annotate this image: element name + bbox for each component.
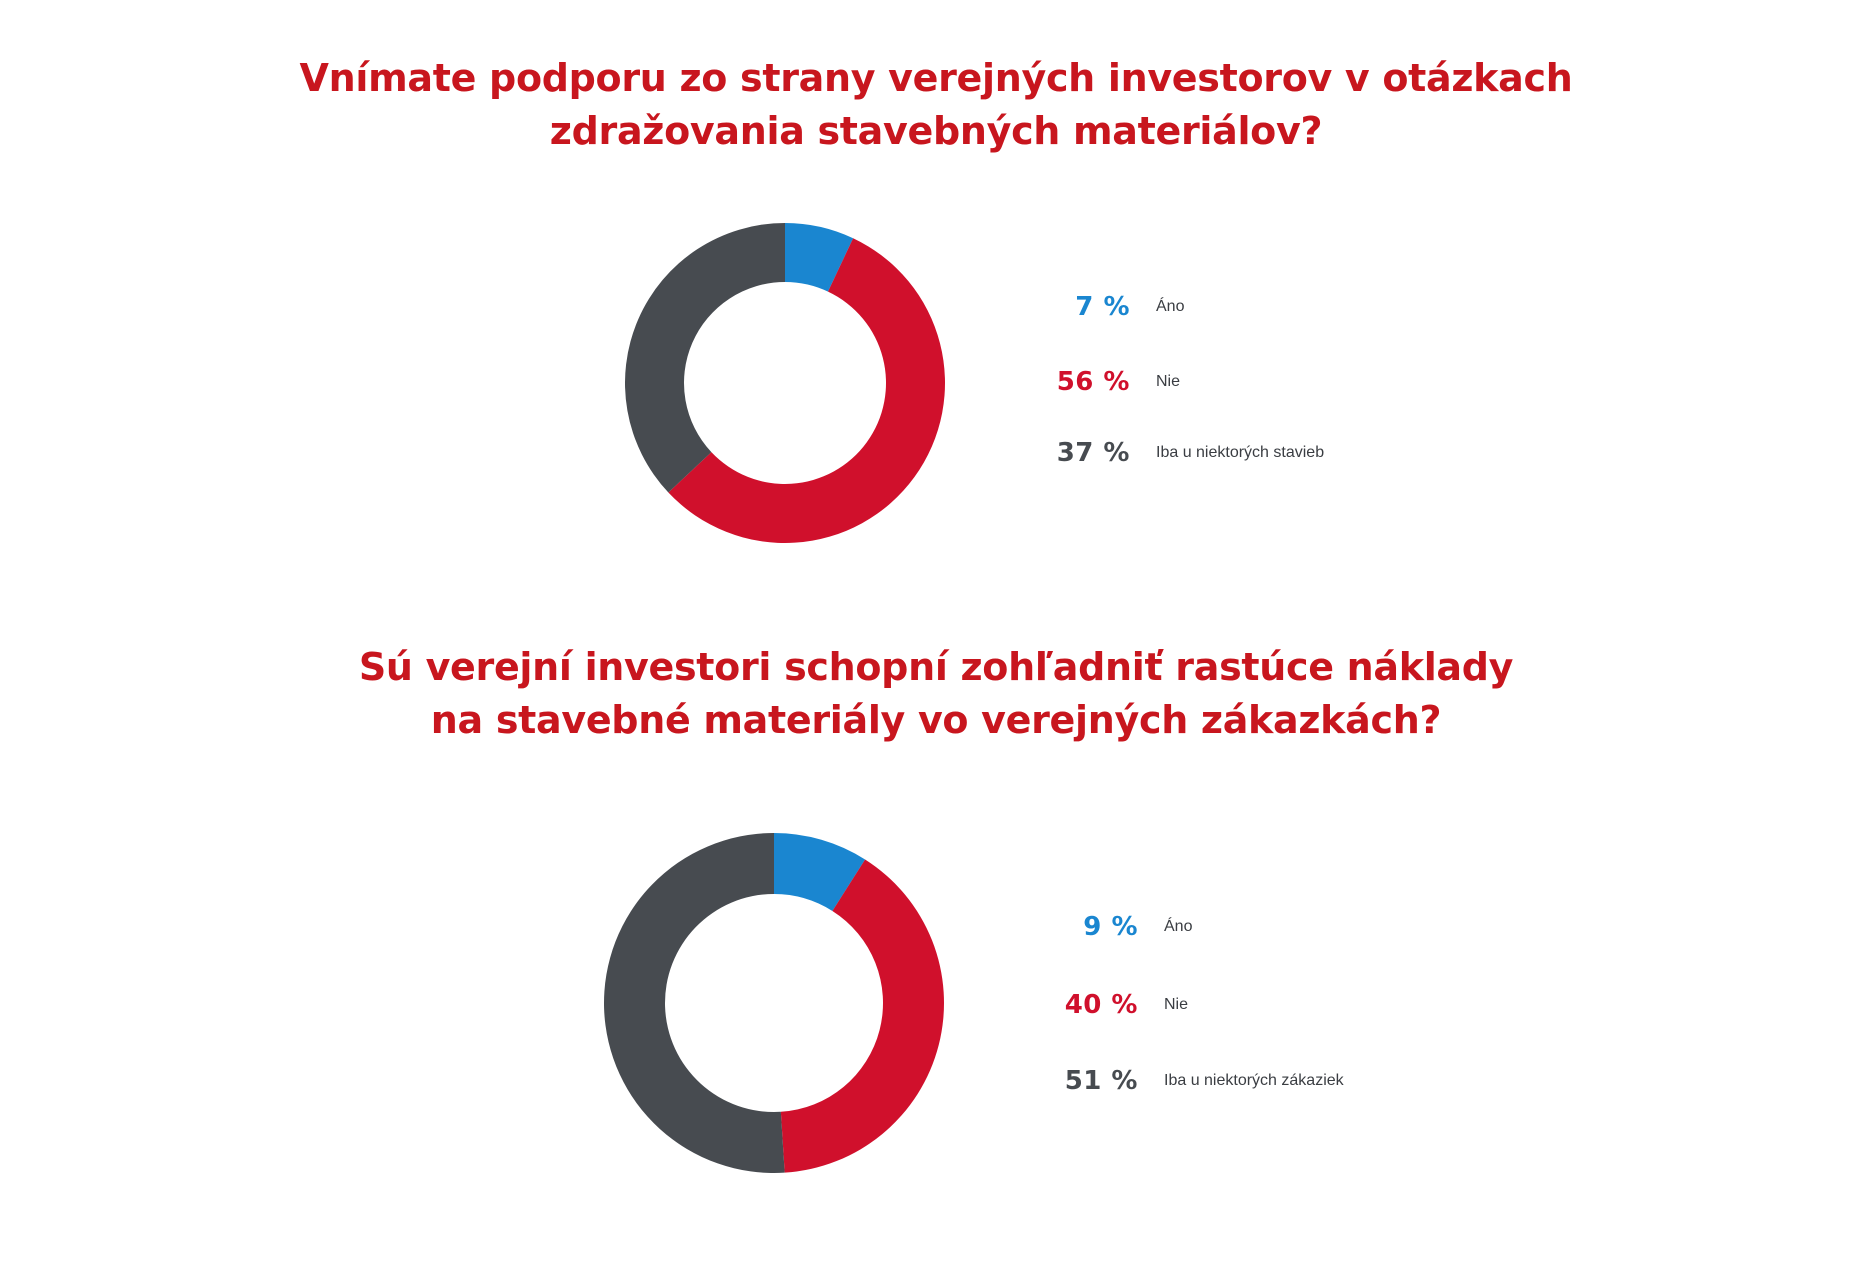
chart-2-title-line-1: Sú verejní investori schopní zohľadniť r…	[358, 645, 1514, 689]
chart-2-slice-nie	[780, 859, 944, 1173]
chart-1-slice-nie	[668, 238, 945, 544]
chart-1-category-label: Nie	[1156, 373, 1181, 390]
chart-2-value-label: 9 %	[1083, 912, 1138, 942]
chart-2-slice-iba	[603, 833, 785, 1173]
chart-1-category-label: Áno	[1156, 298, 1185, 315]
chart-1-slice-ano	[785, 223, 854, 292]
chart-2-category-label: Áno	[1164, 918, 1193, 935]
chart-1-value-label: 37 %	[1056, 438, 1130, 468]
chart-2-value-label: 51 %	[1064, 1066, 1138, 1096]
chart-1-value-label: 7 %	[1075, 292, 1130, 322]
chart-1-category-label: Iba u niektorých stavieb	[1156, 444, 1325, 461]
chart-1-donut	[625, 223, 945, 544]
chart-2-value-label: 40 %	[1064, 990, 1138, 1020]
chart-1-value-label: 56 %	[1056, 367, 1130, 397]
chart-2-slices	[603, 833, 944, 1173]
chart-1-title-line-1: Vnímate podporu zo strany verejných inve…	[299, 56, 1573, 100]
chart-1-slice-iba	[625, 223, 785, 493]
chart-1-title: Vnímate podporu zo strany verejných inve…	[0, 52, 1872, 158]
chart-2-category-label: Nie	[1164, 996, 1189, 1013]
chart-1-slices	[625, 223, 945, 544]
chart-2-title: Sú verejní investori schopní zohľadniť r…	[0, 641, 1872, 747]
chart-2-donut	[603, 833, 944, 1173]
chart-2-slice-ano	[774, 833, 866, 911]
chart-2-title-line-2: na stavebné materiály vo verejných zákaz…	[430, 698, 1442, 742]
chart-2-category-label: Iba u niektorých zákaziek	[1164, 1072, 1344, 1089]
chart-1-title-line-2: zdražovania stavebných materiálov?	[549, 109, 1323, 153]
